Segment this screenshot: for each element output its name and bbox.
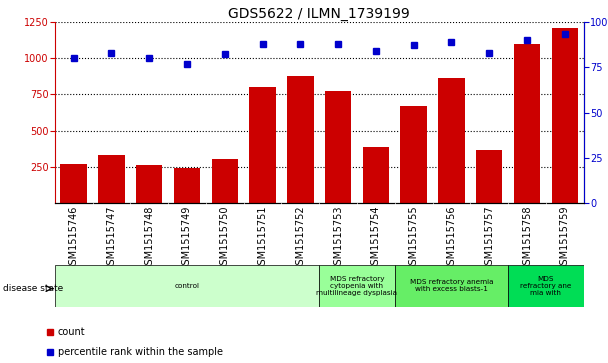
Text: GSM1515752: GSM1515752: [295, 205, 305, 271]
Text: GSM1515747: GSM1515747: [106, 205, 116, 271]
Bar: [362, 147, 389, 203]
Bar: [249, 87, 276, 203]
Text: percentile rank within the sample: percentile rank within the sample: [58, 347, 223, 357]
Text: GSM1515753: GSM1515753: [333, 205, 343, 271]
Bar: [174, 168, 200, 203]
Text: GSM1515749: GSM1515749: [182, 205, 192, 270]
Text: GSM1515751: GSM1515751: [258, 205, 268, 271]
Text: MDS refractory
cytopenia with
multilineage dysplasia: MDS refractory cytopenia with multilinea…: [317, 276, 398, 296]
Bar: [476, 150, 502, 203]
Text: disease state: disease state: [3, 284, 63, 293]
Text: control: control: [174, 283, 199, 289]
Text: MDS
refractory ane
mia with: MDS refractory ane mia with: [520, 276, 572, 296]
Bar: [55, 265, 319, 307]
Bar: [136, 165, 162, 203]
Bar: [325, 91, 351, 203]
Text: count: count: [58, 327, 85, 337]
Text: GSM1515748: GSM1515748: [144, 205, 154, 270]
Bar: [98, 155, 125, 203]
Text: GSM1515750: GSM1515750: [219, 205, 230, 271]
Bar: [551, 28, 578, 203]
Bar: [401, 106, 427, 203]
Bar: [508, 265, 584, 307]
Bar: [438, 78, 465, 203]
Bar: [319, 265, 395, 307]
Text: GSM1515755: GSM1515755: [409, 205, 419, 271]
Text: MDS refractory anemia
with excess blasts-1: MDS refractory anemia with excess blasts…: [410, 280, 493, 292]
Bar: [287, 76, 314, 203]
Bar: [514, 44, 541, 203]
Text: GSM1515746: GSM1515746: [69, 205, 78, 270]
Text: GSM1515757: GSM1515757: [484, 205, 494, 271]
Text: GSM1515754: GSM1515754: [371, 205, 381, 271]
Text: GSM1515756: GSM1515756: [446, 205, 457, 271]
Text: GSM1515759: GSM1515759: [560, 205, 570, 271]
Bar: [60, 164, 87, 203]
Bar: [212, 159, 238, 203]
Bar: [395, 265, 508, 307]
Title: GDS5622 / ILMN_1739199: GDS5622 / ILMN_1739199: [229, 7, 410, 21]
Text: GSM1515758: GSM1515758: [522, 205, 532, 271]
